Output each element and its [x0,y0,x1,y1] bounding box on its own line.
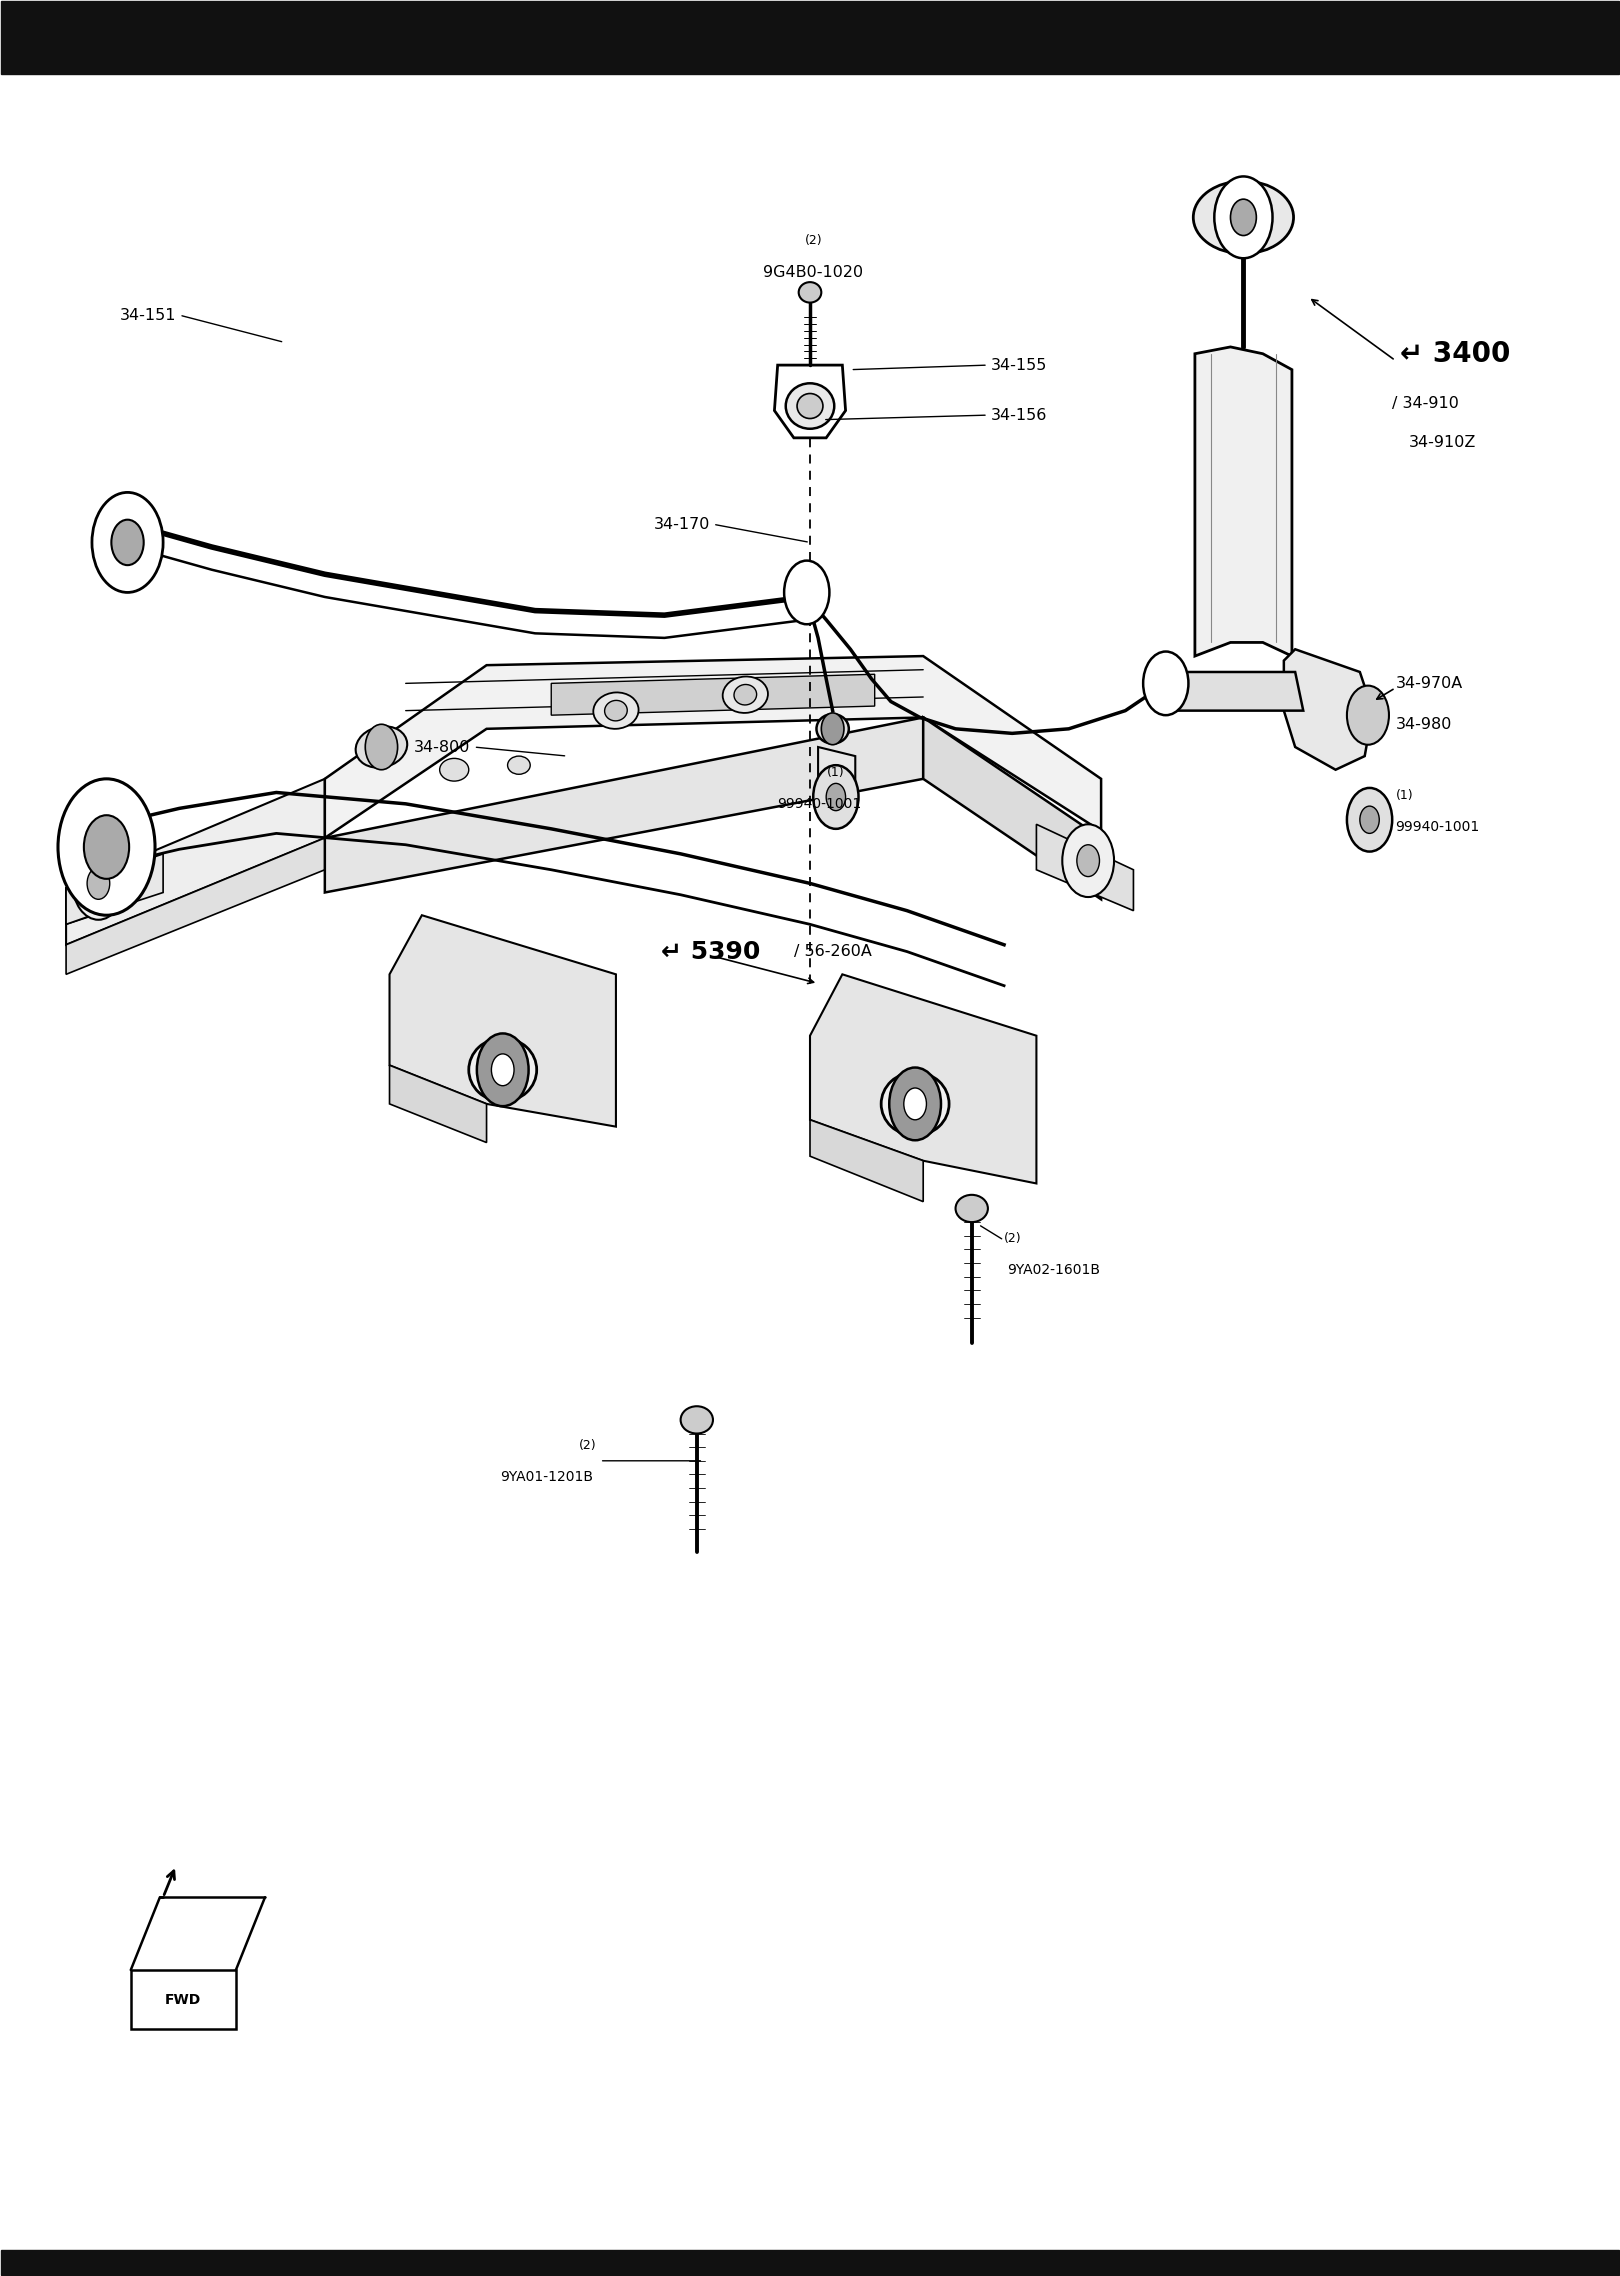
Text: 34-970A: 34-970A [1395,676,1463,692]
Text: / 56-260A: / 56-260A [794,945,872,958]
Text: 9YA02-1601B: 9YA02-1601B [1008,1263,1100,1277]
Ellipse shape [799,282,821,303]
Text: (2): (2) [578,1438,596,1452]
Polygon shape [326,655,1102,838]
Text: 9YA01-1201B: 9YA01-1201B [501,1470,593,1484]
Circle shape [1077,844,1100,876]
Text: (1): (1) [1395,787,1413,801]
Polygon shape [66,838,326,974]
Ellipse shape [881,1072,949,1136]
Circle shape [1144,651,1189,715]
Polygon shape [66,778,326,945]
Text: 34-156: 34-156 [991,407,1048,423]
Circle shape [92,492,164,592]
Ellipse shape [723,676,768,712]
Polygon shape [923,717,1102,899]
Circle shape [476,1033,528,1106]
Text: FWD: FWD [165,1992,201,2007]
Circle shape [826,783,846,810]
Ellipse shape [786,382,834,428]
Circle shape [1063,824,1115,897]
Circle shape [1346,787,1392,851]
Circle shape [1359,806,1379,833]
Ellipse shape [1194,182,1293,253]
Circle shape [784,560,829,624]
Polygon shape [131,1971,237,2030]
Polygon shape [818,747,855,785]
Text: 99940-1001: 99940-1001 [778,797,862,810]
Polygon shape [1174,671,1302,710]
Circle shape [112,519,144,564]
Circle shape [1231,200,1257,234]
Ellipse shape [797,394,823,419]
Text: ↵ 5390: ↵ 5390 [661,940,761,963]
Ellipse shape [680,1407,713,1434]
Text: 99940-1001: 99940-1001 [1395,819,1479,833]
Bar [2,2,1618,75]
Text: 34-155: 34-155 [991,357,1048,373]
Polygon shape [389,1065,486,1143]
Ellipse shape [507,756,530,774]
Text: / 34-910: / 34-910 [1392,396,1460,412]
Ellipse shape [956,1195,988,1222]
Text: ↵ 3400: ↵ 3400 [1400,339,1511,369]
Circle shape [1346,685,1388,744]
Circle shape [87,867,110,899]
Circle shape [58,778,156,915]
Text: (2): (2) [1004,1231,1022,1245]
Polygon shape [774,364,846,437]
Circle shape [821,712,844,744]
Circle shape [491,1054,514,1086]
Circle shape [813,765,859,828]
Polygon shape [810,1120,923,1202]
Text: (1): (1) [828,765,844,778]
Circle shape [364,724,397,769]
Polygon shape [66,865,131,924]
Ellipse shape [604,701,627,721]
Text: 34-910Z: 34-910Z [1408,435,1476,451]
Ellipse shape [356,726,407,767]
Circle shape [73,847,125,920]
Polygon shape [66,854,164,924]
Text: (2): (2) [805,234,821,246]
Bar [2,2249,1618,2274]
Polygon shape [1196,346,1291,655]
Circle shape [84,815,130,879]
Polygon shape [326,717,923,892]
Circle shape [904,1088,927,1120]
Ellipse shape [816,715,849,744]
Text: 34-980: 34-980 [1395,717,1452,733]
Text: 34-151: 34-151 [120,307,177,323]
Circle shape [1215,178,1273,257]
Text: 34-800: 34-800 [415,740,470,756]
Polygon shape [1283,649,1372,769]
Ellipse shape [593,692,638,728]
Ellipse shape [439,758,468,781]
Circle shape [889,1067,941,1140]
Ellipse shape [468,1038,536,1102]
Polygon shape [389,915,616,1127]
Polygon shape [551,674,875,715]
Polygon shape [1037,824,1134,910]
Polygon shape [810,974,1037,1184]
Ellipse shape [734,685,757,706]
Text: 34-170: 34-170 [653,517,710,533]
Text: 9G4B0-1020: 9G4B0-1020 [763,264,863,280]
